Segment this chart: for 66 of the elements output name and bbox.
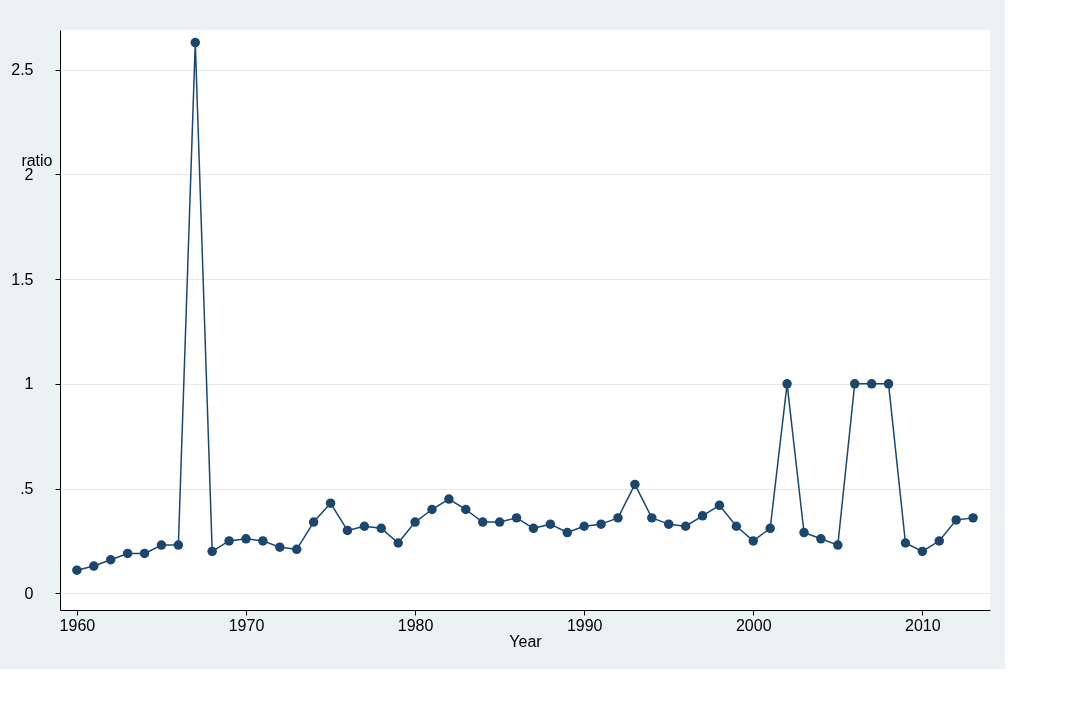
point [359, 521, 370, 531]
x-tick-label: 2000 [735, 616, 772, 634]
point [477, 517, 488, 527]
x-tick-label: 2010 [905, 616, 941, 634]
point [528, 523, 539, 534]
point [816, 534, 826, 544]
y-tick-label: .5 [20, 480, 34, 498]
point [342, 525, 353, 536]
point [258, 536, 268, 546]
point [545, 519, 556, 529]
point [917, 546, 928, 557]
point [647, 513, 657, 523]
point [849, 379, 860, 389]
point [951, 515, 961, 525]
x-tick-label: 1990 [566, 616, 603, 634]
point [680, 521, 691, 531]
point [241, 534, 251, 544]
point [782, 379, 792, 389]
point [89, 561, 99, 571]
point [156, 540, 167, 550]
x-tick-label: 1960 [59, 616, 96, 634]
point [833, 540, 843, 550]
point [765, 523, 775, 534]
x-tick-label: 1980 [397, 616, 434, 634]
point [139, 548, 150, 559]
point [596, 519, 606, 529]
y-tick-label: 1.5 [11, 270, 34, 288]
point [866, 379, 877, 389]
point [291, 544, 302, 555]
point [427, 504, 437, 515]
point [630, 479, 640, 490]
point [173, 540, 184, 550]
point [883, 379, 894, 389]
x-tick-label: 1970 [228, 616, 265, 634]
y-tick-label: 1 [24, 375, 34, 393]
point [275, 542, 285, 552]
point [714, 500, 725, 511]
point [799, 527, 809, 538]
point [494, 517, 505, 527]
y-tick-label: 0 [24, 584, 34, 602]
point [968, 513, 978, 523]
point [105, 555, 116, 565]
point [613, 513, 623, 523]
point [663, 519, 674, 529]
point [461, 504, 471, 515]
point [444, 494, 454, 504]
point [410, 517, 420, 527]
x-axis-title: Year [509, 632, 543, 650]
point [748, 536, 759, 546]
point [308, 517, 319, 527]
point [393, 538, 403, 548]
point [207, 546, 217, 557]
point [190, 37, 201, 48]
point [511, 513, 522, 523]
point [224, 536, 234, 546]
point [325, 498, 336, 508]
point [122, 548, 133, 559]
point [562, 527, 573, 538]
point [934, 536, 945, 546]
point [731, 521, 742, 531]
y-tick-label: 2.5 [11, 61, 34, 79]
point [697, 511, 708, 521]
point [376, 523, 387, 534]
point [900, 538, 911, 548]
point [72, 565, 82, 575]
point [579, 521, 589, 531]
